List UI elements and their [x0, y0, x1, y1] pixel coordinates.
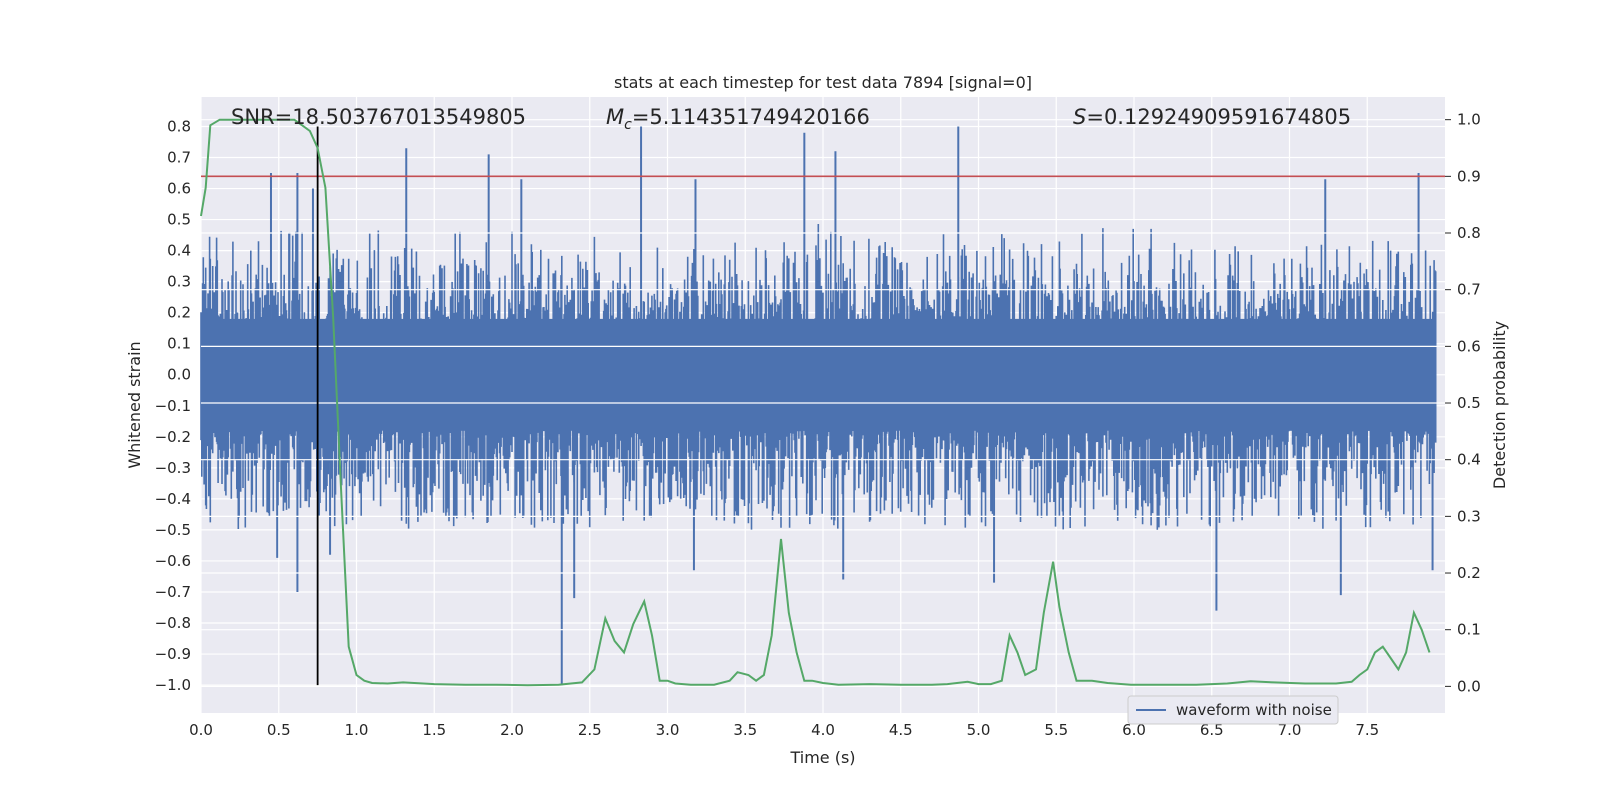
x-tick-label: 6.0 [1122, 721, 1146, 739]
x-tick-labels: 0.0 0.5 1.0 1.5 2.0 2.5 3.0 3.5 4.0 4.5 5.0 5.5 6.0 6… [189, 721, 1379, 739]
y2-tick-label: 0.3 [1457, 507, 1481, 525]
x-tick-label: 0.0 [189, 721, 213, 739]
y-tick-label: 0.4 [167, 242, 191, 260]
legend-label: waveform with noise [1176, 701, 1332, 719]
y2-tick-label: 0.1 [1457, 621, 1481, 639]
y-tick-label: −0.4 [155, 490, 191, 508]
x-tick-label: 2.5 [578, 721, 602, 739]
y2-tick-label: 0.2 [1457, 564, 1481, 582]
y2-tick-label: 0.4 [1457, 451, 1481, 469]
s-annotation: S=0.12924909591674805 [1073, 105, 1351, 129]
y2-axis-label: Detection probability [1490, 321, 1509, 489]
y2-tick-label: 0.7 [1457, 281, 1481, 299]
grid-overlay [201, 119, 1445, 687]
x-tick-label: 7.0 [1278, 721, 1302, 739]
x-tick-label: 4.5 [889, 721, 913, 739]
y2-tick-label: 0.9 [1457, 167, 1481, 185]
y-tick-label: 0.8 [167, 117, 191, 135]
x-tick-label: 7.5 [1355, 721, 1379, 739]
y-tick-label: −0.3 [155, 459, 191, 477]
snr-annotation: SNR=18.503767013549805 [231, 105, 526, 129]
y-tick-label: 0.7 [167, 149, 191, 167]
x-tick-label: 5.5 [1044, 721, 1068, 739]
y-tick-label: −0.9 [155, 645, 191, 663]
x-tick-label: 6.5 [1200, 721, 1224, 739]
y-tick-label: 0.3 [167, 273, 191, 291]
y2-tick-label: 0.0 [1457, 677, 1481, 695]
y-tick-label: 0.0 [167, 366, 191, 384]
x-tick-label: 3.0 [656, 721, 680, 739]
x-tick-label: 5.0 [967, 721, 991, 739]
x-tick-label: 2.0 [500, 721, 524, 739]
legend-box [1127, 695, 1339, 725]
y-tick-label: −0.5 [155, 521, 191, 539]
y-tick-label: −0.7 [155, 583, 191, 601]
y-tick-label: 0.5 [167, 211, 191, 229]
legend: waveform with noise [1127, 695, 1339, 725]
y-right-tick-labels: 1.0 0.9 0.8 0.7 0.6 0.5 0.4 0.3 0.2 0.1 0.0 [1445, 111, 1481, 695]
waveform-core [201, 318, 1436, 431]
x-tick-label: 0.5 [267, 721, 291, 739]
chart-title: stats at each timestep for test data 789… [614, 73, 1032, 92]
y-tick-label: −0.1 [155, 397, 191, 415]
x-tick-label: 1.0 [345, 721, 369, 739]
y2-tick-label: 0.5 [1457, 394, 1481, 412]
y-tick-label: −0.8 [155, 614, 191, 632]
y-tick-label: 0.1 [167, 335, 191, 353]
x-axis-label: Time (s) [789, 748, 855, 767]
waveform-series [200, 126, 1437, 686]
y-tick-label: −0.6 [155, 552, 191, 570]
x-tick-label: 4.0 [811, 721, 835, 739]
y-axis-label: Whitened strain [125, 341, 144, 468]
y2-tick-label: 0.8 [1457, 224, 1481, 242]
y-left-tick-labels: 0.8 0.7 0.6 0.5 0.4 0.3 0.2 0.1 0.0 −0.1 −0.2 −0.3 −… [155, 117, 191, 694]
y-tick-label: −1.0 [155, 676, 191, 694]
chirp-mass-annotation: Mc=5.114351749420166 [606, 105, 870, 133]
y2-tick-label: 1.0 [1457, 111, 1481, 129]
x-tick-label: 3.5 [733, 721, 757, 739]
y-tick-label: −0.2 [155, 428, 191, 446]
y-tick-label: 0.6 [167, 180, 191, 198]
detection-probability-line [200, 118, 1431, 687]
y2-tick-label: 0.6 [1457, 337, 1481, 355]
y-tick-label: 0.2 [167, 304, 191, 322]
x-tick-label: 1.5 [422, 721, 446, 739]
